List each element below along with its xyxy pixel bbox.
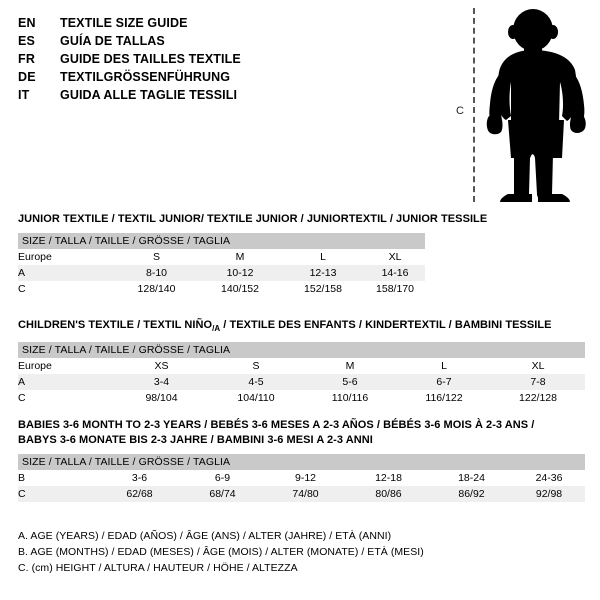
cell-value: 74/80	[264, 486, 347, 502]
cell-value: M	[199, 249, 281, 265]
cell-value: 8-10	[114, 265, 199, 281]
cell-value: 3-6	[98, 470, 181, 486]
language-title: GUÍA DE TALLAS	[60, 34, 165, 48]
legend-row-c: C. (cm) HEIGHT / ALTURA / HAUTEUR / HÖHE…	[18, 562, 298, 574]
table-band-header-row: SIZE / TALLA / TAILLE / GRÖSSE / TAGLIA	[18, 233, 425, 249]
language-title: TEXTILGRÖSSENFÜHRUNG	[60, 70, 231, 84]
cell-value: 10-12	[199, 265, 281, 281]
language-title: TEXTILE SIZE GUIDE	[60, 16, 188, 30]
table-row: C 62/68 68/74 74/80 80/86 86/92 92/98	[18, 486, 585, 502]
language-row: FR GUIDE DES TAILLES TEXTILE	[18, 50, 438, 68]
language-code: EN	[18, 16, 36, 30]
language-row: DE TEXTILGRÖSSENFÜHRUNG	[18, 68, 438, 86]
cell-value: XS	[114, 358, 209, 375]
section-junior: JUNIOR TEXTILE / TEXTIL JUNIOR/ TEXTILE …	[18, 212, 487, 297]
language-code: DE	[18, 70, 36, 84]
section-babies-title-line2: BABYS 3-6 MONATE BIS 2-3 JAHRE / BAMBINI…	[18, 434, 373, 446]
row-label: Europe	[18, 249, 114, 265]
cell-value: S	[209, 358, 303, 375]
measurement-legend: A. AGE (YEARS) / EDAD (AÑOS) / ÂGE (ANS)…	[18, 528, 424, 576]
cell-value: 128/140	[114, 281, 199, 297]
language-code: ES	[18, 34, 36, 48]
row-label: C	[18, 486, 98, 502]
language-title: GUIDE DES TAILLES TEXTILE	[60, 52, 241, 66]
language-title-list: EN TEXTILE SIZE GUIDE ES GUÍA DE TALLAS …	[18, 14, 438, 104]
cell-value: 5-6	[303, 374, 397, 391]
language-code: IT	[18, 88, 30, 102]
cell-value: 7-8	[491, 374, 585, 391]
language-row: EN TEXTILE SIZE GUIDE	[18, 14, 438, 32]
children-title-sub: /A	[212, 324, 221, 334]
section-babies: BABIES 3-6 MONTH TO 2-3 YEARS / BEBÉS 3-…	[18, 418, 585, 502]
cell-value: 104/110	[209, 390, 303, 407]
table-row: Europe XS S M L XL	[18, 358, 585, 375]
junior-size-table: SIZE / TALLA / TAILLE / GRÖSSE / TAGLIA …	[18, 233, 425, 297]
table-row: B 3-6 6-9 9-12 12-18 18-24 24-36	[18, 470, 585, 486]
band-header-label: SIZE / TALLA / TAILLE / GRÖSSE / TAGLIA	[18, 233, 425, 249]
height-measure-label: C	[456, 105, 465, 117]
row-label: B	[18, 470, 98, 486]
children-title-pre: CHILDREN'S TEXTILE / TEXTIL NIÑO	[18, 319, 213, 331]
language-title: GUIDA ALLE TAGLIE TESSILI	[60, 88, 238, 102]
section-children: CHILDREN'S TEXTILE / TEXTIL NIÑO/A / TEX…	[18, 318, 585, 407]
table-row: A 8-10 10-12 12-13 14-16	[18, 265, 425, 281]
cell-value: 6-7	[397, 374, 491, 391]
cell-value: L	[281, 249, 365, 265]
cell-value: 110/116	[303, 390, 397, 407]
cell-value: L	[397, 358, 491, 375]
children-size-table: SIZE / TALLA / TAILLE / GRÖSSE / TAGLIA …	[18, 342, 585, 407]
cell-value: 92/98	[513, 486, 585, 502]
cell-value: M	[303, 358, 397, 375]
cell-value: 3-4	[114, 374, 209, 391]
section-babies-title-line1: BABIES 3-6 MONTH TO 2-3 YEARS / BEBÉS 3-…	[18, 419, 535, 431]
table-row: A 3-4 4-5 5-6 6-7 7-8	[18, 374, 585, 391]
height-illustration: C	[448, 0, 600, 210]
cell-value: 86/92	[430, 486, 513, 502]
cell-value: 116/122	[397, 390, 491, 407]
cell-value: 152/158	[281, 281, 365, 297]
legend-row-b: B. AGE (MONTHS) / EDAD (MESES) / ÂGE (MO…	[18, 546, 424, 558]
cell-value: 18-24	[430, 470, 513, 486]
cell-value: 12-13	[281, 265, 365, 281]
cell-value: S	[114, 249, 199, 265]
table-band-header-row: SIZE / TALLA / TAILLE / GRÖSSE / TAGLIA	[18, 342, 585, 359]
legend-row-a: A. AGE (YEARS) / EDAD (AÑOS) / ÂGE (ANS)…	[18, 530, 392, 542]
height-dashed-line	[473, 8, 475, 202]
band-header-label: SIZE / TALLA / TAILLE / GRÖSSE / TAGLIA	[18, 342, 585, 359]
table-band-header-row: SIZE / TALLA / TAILLE / GRÖSSE / TAGLIA	[18, 454, 585, 470]
row-label: C	[18, 281, 114, 297]
cell-value: 9-12	[264, 470, 347, 486]
cell-value: 62/68	[98, 486, 181, 502]
cell-value: 12-18	[347, 470, 430, 486]
cell-value: 68/74	[181, 486, 264, 502]
section-children-title: CHILDREN'S TEXTILE / TEXTIL NIÑO/A / TEX…	[18, 318, 585, 336]
row-label: C	[18, 390, 114, 407]
language-code: FR	[18, 52, 36, 66]
cell-value: 80/86	[347, 486, 430, 502]
cell-value: 6-9	[181, 470, 264, 486]
cell-value: 14-16	[365, 265, 425, 281]
table-row: C 98/104 104/110 110/116 116/122 122/128	[18, 390, 585, 407]
cell-value: 158/170	[365, 281, 425, 297]
cell-value: 4-5	[209, 374, 303, 391]
row-label: A	[18, 265, 114, 281]
section-junior-title: JUNIOR TEXTILE / TEXTIL JUNIOR/ TEXTILE …	[18, 213, 488, 225]
babies-size-table: SIZE / TALLA / TAILLE / GRÖSSE / TAGLIA …	[18, 454, 585, 502]
language-row: IT GUIDA ALLE TAGLIE TESSILI	[18, 86, 438, 104]
toddler-silhouette-icon	[486, 9, 586, 202]
table-row: C 128/140 140/152 152/158 158/170	[18, 281, 425, 297]
cell-value: XL	[365, 249, 425, 265]
language-row: ES GUÍA DE TALLAS	[18, 32, 438, 50]
cell-value: XL	[491, 358, 585, 375]
children-title-post: / TEXTILE DES ENFANTS / KINDERTEXTIL / B…	[220, 319, 552, 331]
table-row: Europe S M L XL	[18, 249, 425, 265]
cell-value: 98/104	[114, 390, 209, 407]
row-label: A	[18, 374, 114, 391]
cell-value: 122/128	[491, 390, 585, 407]
band-header-label: SIZE / TALLA / TAILLE / GRÖSSE / TAGLIA	[18, 454, 585, 470]
cell-value: 140/152	[199, 281, 281, 297]
row-label: Europe	[18, 358, 114, 375]
cell-value: 24-36	[513, 470, 585, 486]
